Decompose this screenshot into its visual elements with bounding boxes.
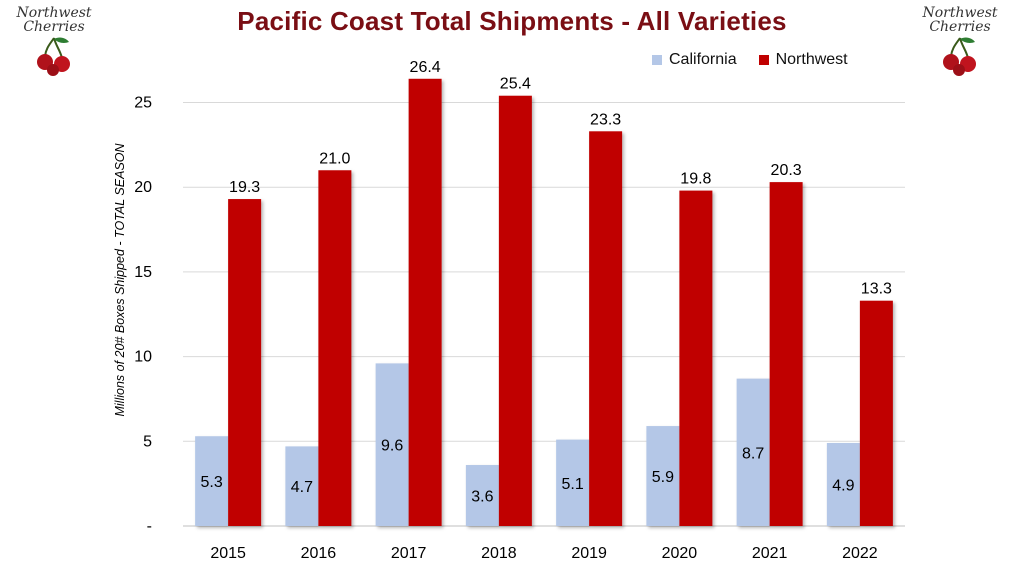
cherries-icon	[37, 37, 70, 76]
y-tick-label: 15	[134, 264, 152, 281]
bar-california-2020	[646, 426, 680, 526]
data-label-northwest: 20.3	[771, 162, 802, 179]
data-label-california: 5.3	[201, 474, 223, 491]
northwest-cherries-logo-left: Northwest Cherries	[14, 6, 94, 78]
legend-swatch-northwest	[758, 55, 769, 65]
y-axis-title: Millions of 20# Boxes Shipped - TOTAL SE…	[113, 143, 127, 417]
x-tick-label: 2018	[481, 545, 517, 562]
data-label-northwest: 26.4	[410, 59, 441, 76]
bar-california-2022	[826, 442, 860, 526]
x-tick-label: 2020	[662, 545, 698, 562]
x-tick-label: 2017	[391, 545, 427, 562]
legend-label-northwest: Northwest	[775, 51, 848, 68]
bar-northwest-2021	[769, 182, 803, 527]
bar-northwest-2019	[589, 131, 623, 526]
y-tick-label: -	[147, 518, 152, 535]
y-tick-label: 5	[143, 433, 152, 450]
data-label-california: 5.9	[652, 469, 674, 486]
data-label-northwest: 19.3	[229, 179, 260, 196]
legend-swatch-california	[652, 55, 662, 65]
data-label-northwest: 13.3	[861, 281, 892, 298]
bar-northwest-2018	[498, 95, 532, 526]
y-tick-label: 20	[134, 179, 152, 196]
bar-california-2015	[195, 436, 229, 526]
y-tick-label: 10	[134, 349, 152, 366]
bar-california-2021	[736, 378, 770, 526]
chart-legend: California Northwest	[652, 50, 870, 70]
logo-text: Northwest Cherries	[922, 5, 998, 35]
y-tick-label: 25	[134, 95, 152, 112]
bar-california-2016	[285, 446, 319, 526]
data-label-northwest: 21.0	[319, 150, 350, 167]
x-tick-label: 2016	[301, 545, 337, 562]
data-label-northwest: 25.4	[500, 76, 531, 93]
x-tick-label: 2021	[752, 545, 788, 562]
data-label-california: 4.9	[832, 477, 854, 494]
data-label-northwest: 23.3	[590, 111, 621, 128]
data-label-california: 8.7	[742, 445, 764, 462]
x-tick-label: 2019	[571, 545, 607, 562]
bar-northwest-2015	[228, 199, 262, 527]
bar-northwest-2017	[408, 78, 442, 526]
data-label-california: 5.1	[562, 476, 584, 493]
cherries-icon	[943, 37, 976, 76]
bar-california-2018	[465, 465, 499, 526]
legend-label-california: California	[669, 51, 737, 68]
data-label-california: 9.6	[381, 438, 403, 455]
bar-northwest-2022	[859, 300, 893, 526]
data-label-northwest: 19.8	[680, 171, 711, 188]
legend-item-northwest: Northwest	[758, 51, 848, 69]
x-tick-label: 2022	[842, 545, 878, 562]
northwest-cherries-logo-right: Northwest Cherries	[920, 6, 1000, 78]
bar-northwest-2020	[679, 190, 713, 526]
bar-northwest-2016	[318, 170, 352, 526]
bar-california-2019	[556, 439, 590, 526]
data-label-california: 4.7	[291, 479, 313, 496]
x-tick-label: 2015	[210, 545, 246, 562]
legend-item-california: California	[652, 51, 737, 69]
bar-california-2017	[375, 363, 409, 526]
logo-text: Northwest Cherries	[16, 5, 92, 35]
chart-title: Pacific Coast Total Shipments - All Vari…	[237, 6, 787, 36]
data-label-california: 3.6	[471, 489, 493, 506]
